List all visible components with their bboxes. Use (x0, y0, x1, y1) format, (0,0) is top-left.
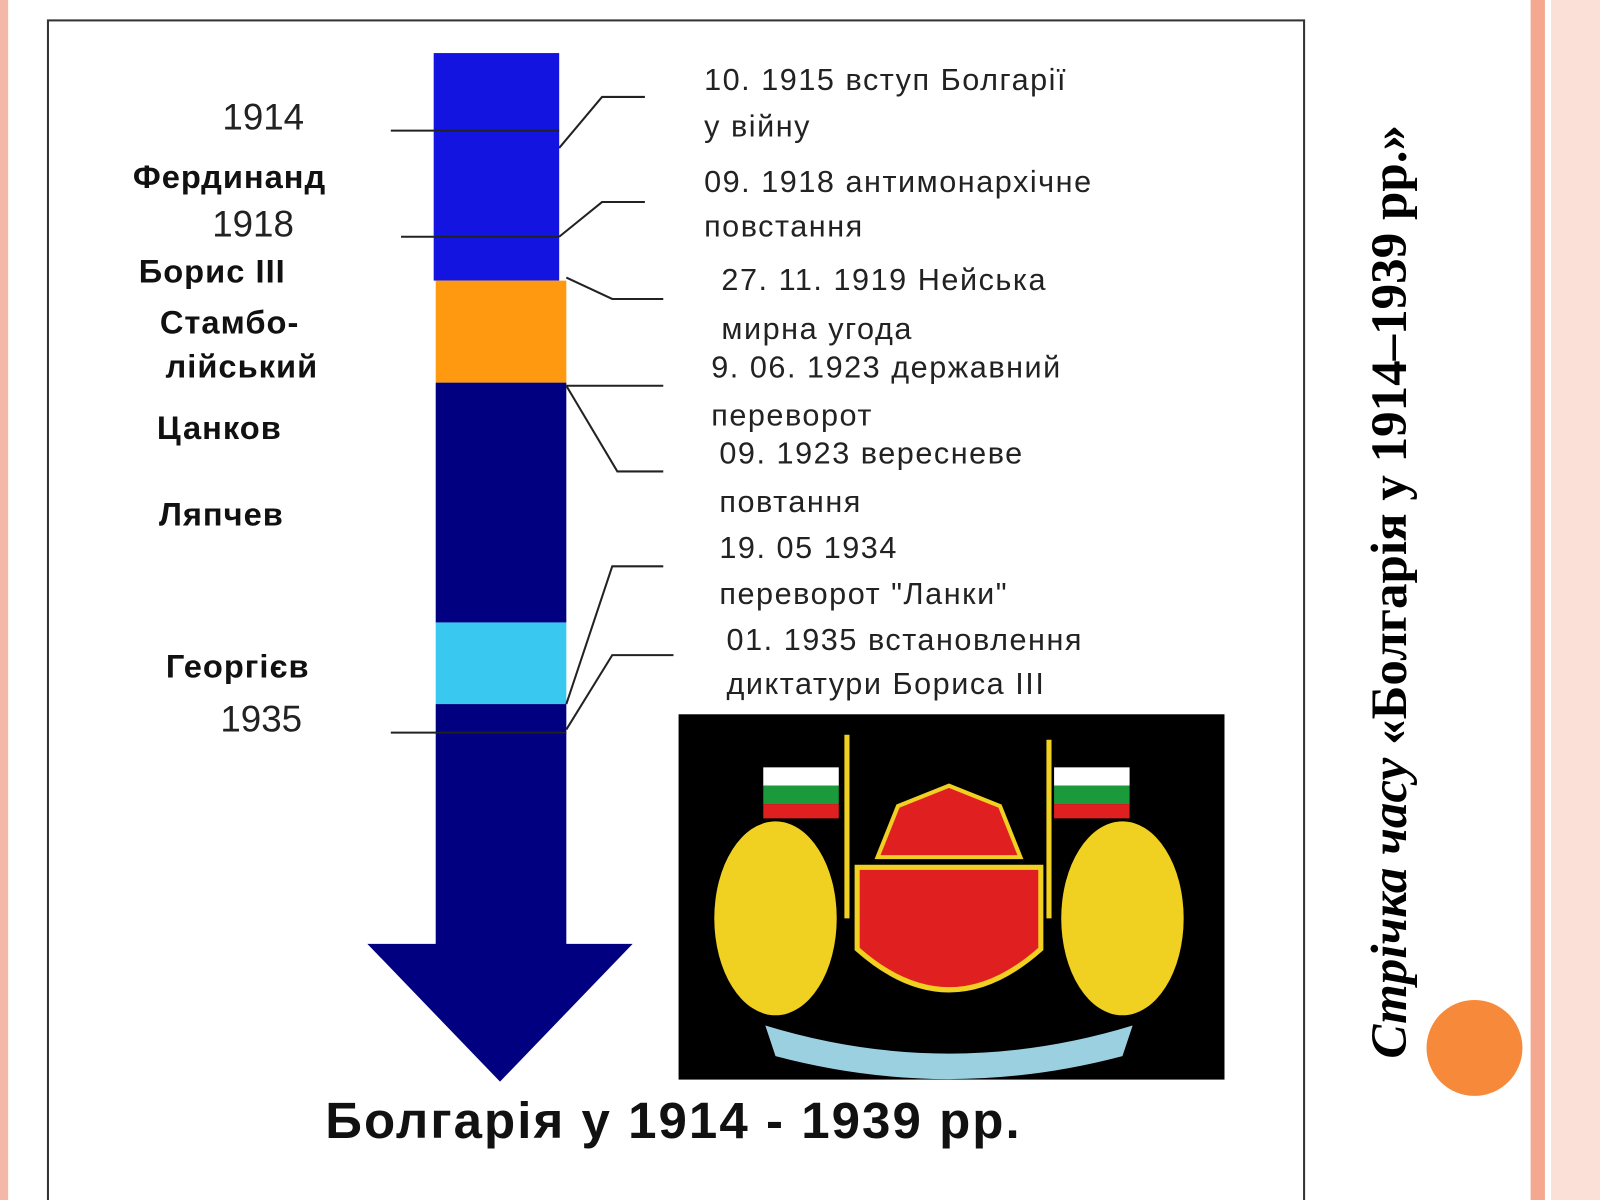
title-italic: Стрічка часу (1362, 757, 1418, 1058)
coat-of-arms (678, 714, 1225, 1080)
event-text: 01. 1935 встановлення (727, 623, 1083, 657)
ruler-label: Ляпчев (159, 496, 284, 533)
right-stripe (1530, 0, 1545, 1200)
ruler-label: Борис III (139, 253, 286, 290)
decor-circle (1426, 1000, 1523, 1096)
event-text: 10. 1915 вступ Болгарії (704, 63, 1067, 97)
title-main: «Болгарія у 1914–1939 рр.» (1362, 125, 1418, 745)
left-stripe (0, 0, 9, 1200)
connectors (390, 95, 674, 734)
timeline-bar (367, 53, 633, 1082)
event-text: диктатури Бориса III (727, 667, 1046, 701)
event-text: 27. 11. 1919 Нейська (721, 263, 1047, 297)
event-text: 09. 1923 вересневе (719, 436, 1023, 470)
event-text: у війну (704, 110, 811, 144)
ruler-label: Стамбо- (160, 304, 300, 341)
event-text: 9. 06. 1923 державний (711, 351, 1062, 385)
event-text: мирна угода (721, 312, 912, 346)
ruler-label: Георгієв (166, 648, 310, 685)
year-label: 1918 (212, 204, 294, 245)
ruler-label: Цанков (157, 409, 282, 446)
slide-title: Стрічка часу «Болгарія у 1914–1939 рр.» (1362, 125, 1418, 1059)
ruler-label: Фердинанд (133, 158, 326, 195)
event-text: 19. 05 1934 (719, 531, 898, 565)
event-text: 09. 1918 антимонархічне (704, 165, 1093, 199)
right-band (1551, 0, 1600, 1200)
year-label: 1914 (222, 97, 304, 138)
event-text: повстання (704, 210, 864, 244)
ruler-label: лійський (165, 348, 318, 385)
caption: Болгарія у 1914 - 1939 рр. (325, 1092, 1021, 1149)
event-text: переворот "Ланки" (719, 577, 1008, 611)
event-text: повтання (719, 485, 862, 519)
event-text: переворот (711, 399, 873, 433)
year-label: 1935 (220, 699, 302, 740)
